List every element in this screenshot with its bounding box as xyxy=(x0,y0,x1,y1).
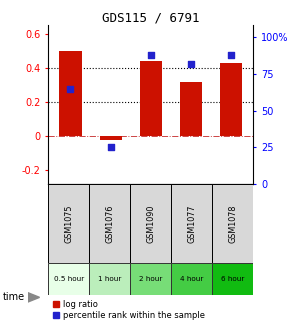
Bar xyxy=(171,184,212,263)
Text: 2 hour: 2 hour xyxy=(139,276,163,282)
Text: GSM1076: GSM1076 xyxy=(105,204,114,243)
Text: GSM1078: GSM1078 xyxy=(229,204,237,243)
Bar xyxy=(212,184,253,263)
Point xyxy=(108,144,113,150)
Text: GSM1075: GSM1075 xyxy=(64,204,73,243)
Bar xyxy=(48,184,89,263)
Text: 6 hour: 6 hour xyxy=(221,276,245,282)
Text: 0.5 hour: 0.5 hour xyxy=(54,276,84,282)
Point xyxy=(68,86,73,91)
Bar xyxy=(212,263,253,295)
Bar xyxy=(140,61,162,136)
Point xyxy=(189,61,193,67)
Legend: log ratio, percentile rank within the sample: log ratio, percentile rank within the sa… xyxy=(52,300,205,320)
Bar xyxy=(48,263,89,295)
Bar xyxy=(180,82,202,136)
Text: GSM1090: GSM1090 xyxy=(146,204,155,243)
Bar xyxy=(100,136,122,140)
Bar xyxy=(220,63,242,136)
Text: 1 hour: 1 hour xyxy=(98,276,122,282)
Bar xyxy=(171,263,212,295)
Text: 4 hour: 4 hour xyxy=(180,276,204,282)
Bar xyxy=(130,263,171,295)
Point xyxy=(229,52,234,58)
Bar xyxy=(59,51,81,136)
Bar xyxy=(89,263,130,295)
Bar xyxy=(130,184,171,263)
Point xyxy=(149,52,153,58)
Title: GDS115 / 6791: GDS115 / 6791 xyxy=(102,11,200,24)
Polygon shape xyxy=(28,293,40,302)
Text: time: time xyxy=(3,292,25,302)
Text: GSM1077: GSM1077 xyxy=(188,204,196,243)
Bar xyxy=(89,184,130,263)
